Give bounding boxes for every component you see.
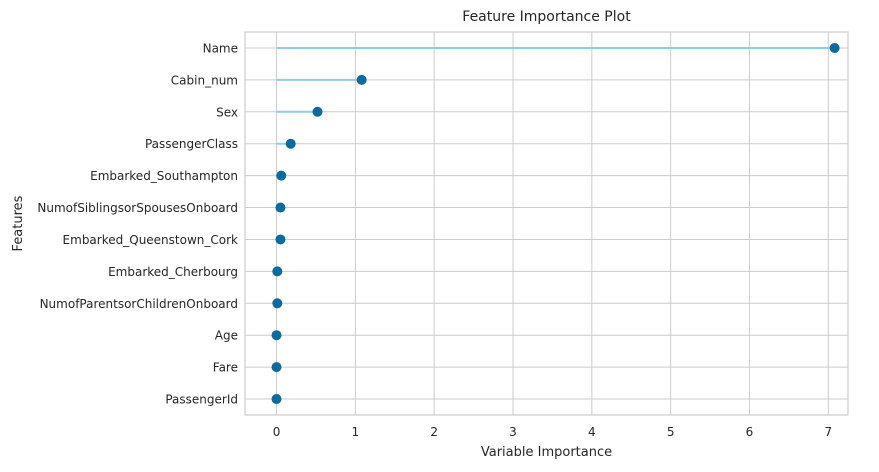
lollipop-marker	[271, 330, 282, 341]
x-tick-label: 4	[588, 425, 596, 439]
lollipop-marker	[272, 298, 283, 309]
x-tick-label: 6	[746, 425, 754, 439]
y-tick-label: NumofParentsorChildrenOnboard	[40, 297, 238, 311]
y-tick-label: Age	[215, 329, 238, 343]
y-tick-label: Name	[203, 41, 238, 55]
x-tick-label: 2	[430, 425, 438, 439]
y-tick-label: Embarked_Southampton	[90, 169, 238, 183]
y-tick-label: Embarked_Queenstown_Cork	[63, 233, 238, 247]
y-tick-label: Sex	[216, 105, 238, 119]
x-tick-label: 5	[667, 425, 675, 439]
y-tick-label: NumofSiblingsorSpousesOnboard	[37, 201, 238, 215]
mark-layer	[271, 42, 840, 405]
lollipop-marker	[276, 170, 287, 181]
x-axis-title: Variable Importance	[481, 445, 612, 460]
lollipop-marker	[275, 234, 286, 245]
lollipop-marker	[271, 394, 282, 405]
y-tick-label: Fare	[213, 361, 238, 375]
lollipop-marker	[271, 362, 282, 373]
y-tick-label: PassengerId	[165, 393, 238, 407]
lollipop-marker	[285, 138, 296, 149]
plot-frame	[244, 31, 849, 416]
lollipop-marker	[356, 74, 367, 85]
tick-layer: 0 1 2 3 4 5 6 7 Name Cabin_num Sex PassengerClass Em…	[37, 41, 832, 439]
x-tick-label: 7	[824, 425, 832, 439]
x-tick-label: 3	[509, 425, 517, 439]
x-tick-label: 0	[273, 425, 281, 439]
lollipop-marker	[272, 266, 283, 277]
chart-title: Feature Importance Plot	[462, 9, 631, 25]
y-tick-label: Embarked_Cherbourg	[108, 265, 238, 279]
y-axis-title: Features	[11, 195, 26, 251]
x-tick-label: 1	[352, 425, 360, 439]
lollipop-marker	[829, 42, 840, 53]
lollipop-marker	[312, 106, 323, 117]
lollipop-marker	[275, 202, 286, 213]
y-tick-label: Cabin_num	[171, 73, 238, 87]
y-tick-label: PassengerClass	[145, 137, 238, 151]
